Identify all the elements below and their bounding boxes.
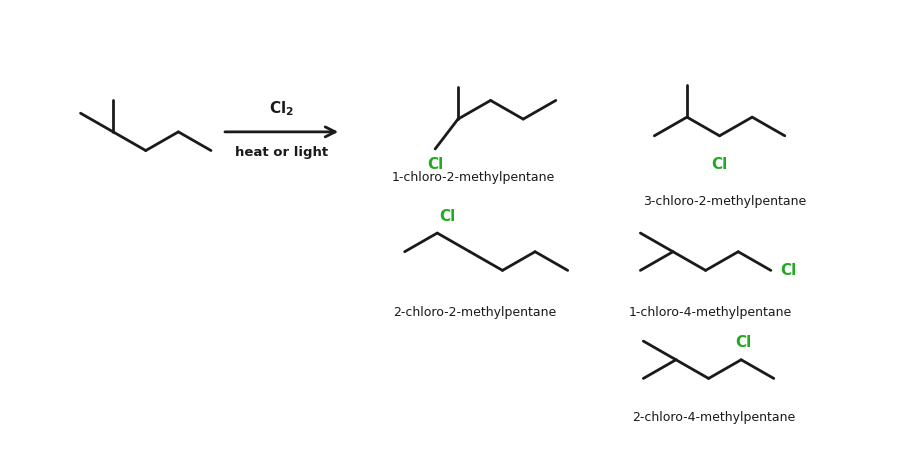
Text: Cl: Cl xyxy=(438,209,455,224)
Text: 3-chloro-2-methylpentane: 3-chloro-2-methylpentane xyxy=(642,195,805,208)
Text: Cl: Cl xyxy=(780,263,796,278)
Text: Cl: Cl xyxy=(426,157,443,172)
Text: 1-chloro-2-methylpentane: 1-chloro-2-methylpentane xyxy=(391,170,554,184)
Text: 2-chloro-4-methylpentane: 2-chloro-4-methylpentane xyxy=(631,411,794,424)
Text: heat or light: heat or light xyxy=(235,146,328,159)
Text: 2-chloro-2-methylpentane: 2-chloro-2-methylpentane xyxy=(393,306,556,319)
Text: 1-chloro-4-methylpentane: 1-chloro-4-methylpentane xyxy=(629,306,792,319)
Text: $\mathbf{Cl_2}$: $\mathbf{Cl_2}$ xyxy=(269,100,294,118)
Text: Cl: Cl xyxy=(734,335,751,350)
Text: Cl: Cl xyxy=(711,158,727,172)
